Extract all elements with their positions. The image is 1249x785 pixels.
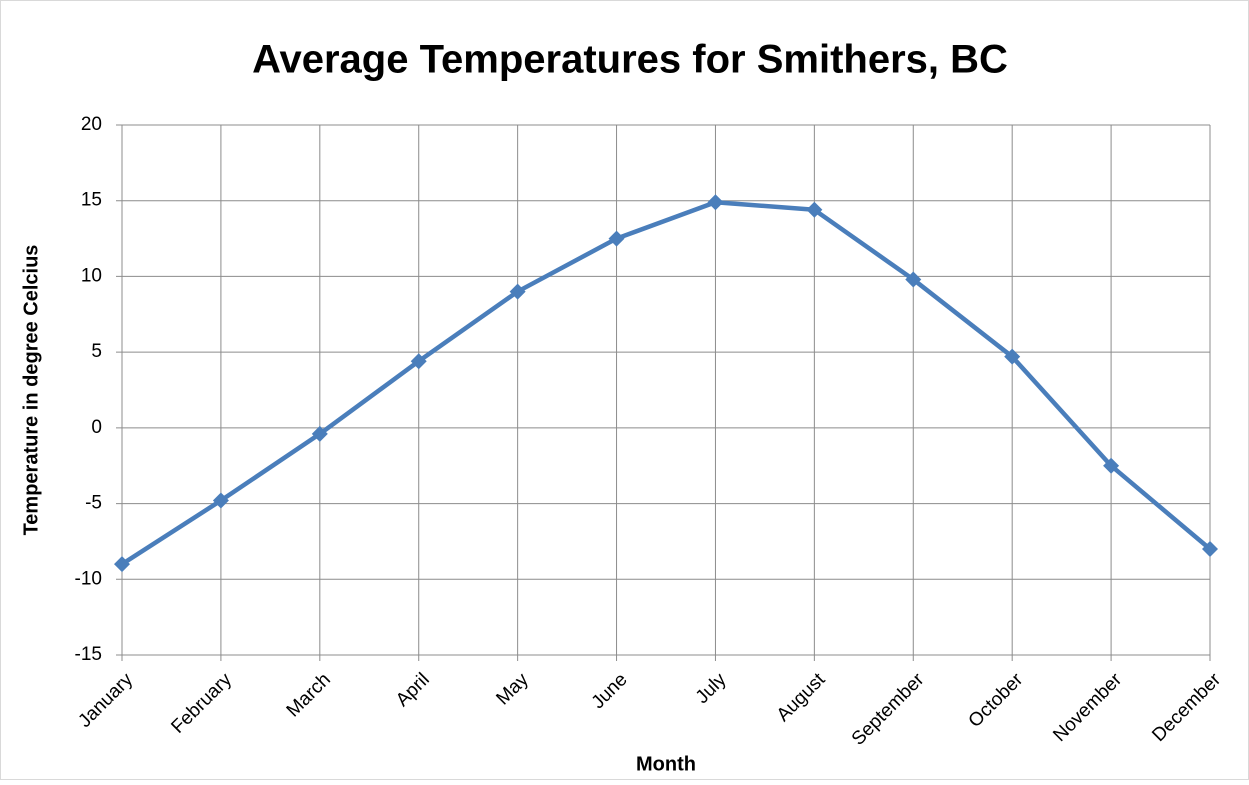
line [120,199,1212,567]
x-axis-label: Month [636,753,696,775]
marker [212,492,229,509]
y-tick-label: -15 [75,644,102,665]
y-tick-label: 15 [81,190,102,211]
marker [608,230,625,247]
marker [1103,457,1120,474]
marker [114,556,130,573]
y-tick-label: 5 [91,341,102,362]
marker [509,283,526,300]
marker [311,425,328,442]
marker [410,353,427,370]
marker [1202,541,1218,557]
y-tick-label: 0 [91,417,102,438]
marker [707,194,724,211]
y-axis-label: Temperature in degree Celcius [20,245,42,536]
marker [905,271,922,288]
marker [806,201,823,218]
y-tick-label: 10 [81,265,102,286]
y-tick-label: -10 [75,568,102,589]
marker [1004,348,1021,365]
y-tick-label: -5 [85,493,102,514]
y-tick-label: 20 [81,114,102,135]
chart-title: Average Temperatures for Smithers, BC [252,38,1008,82]
